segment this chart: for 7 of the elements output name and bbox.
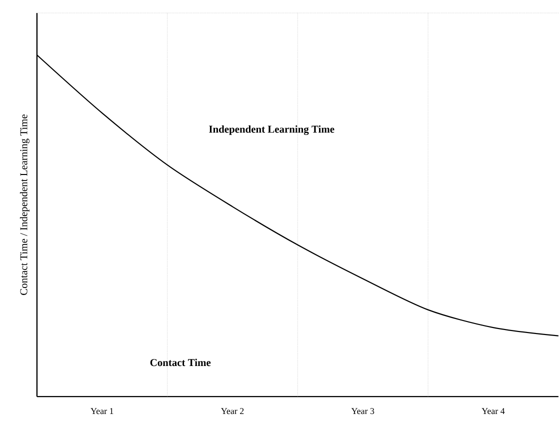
annotation: Independent Learning Time <box>209 126 334 136</box>
annotation: Contact Time <box>150 358 211 366</box>
x-tick-label: Year 2 <box>220 408 244 414</box>
x-tick-label: Year 3 <box>351 408 374 414</box>
y-axis-title: Contact Time / Independent Learning Time <box>20 114 30 296</box>
x-tick-label: Year 4 <box>482 408 505 414</box>
x-tick-label: Year 1 <box>90 408 114 414</box>
